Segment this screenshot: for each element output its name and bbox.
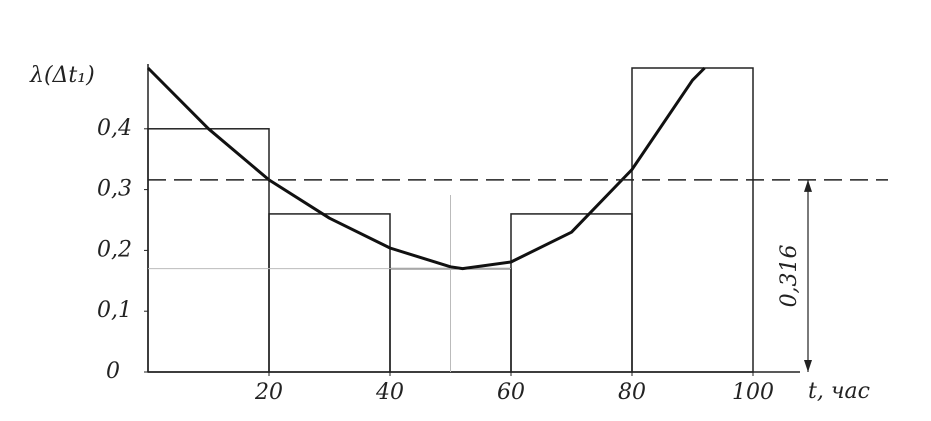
reference-label: 0,316 <box>777 244 802 307</box>
arrow-head <box>804 360 812 372</box>
y-tick-label: 0,4 <box>97 116 132 141</box>
x-tick-label: 80 <box>618 380 646 405</box>
x-tick-label: 60 <box>497 380 525 405</box>
bar <box>631 67 754 373</box>
x-tick-label: 40 <box>375 380 404 405</box>
y-tick-label: 0,1 <box>97 298 132 323</box>
y-tick-label: 0,3 <box>97 177 132 202</box>
y-tick-label: 0,2 <box>97 237 132 262</box>
y-tick-label: 0 <box>106 359 120 384</box>
y-axis-label: λ(Δt₁) <box>29 63 95 88</box>
arrow-head <box>804 179 812 192</box>
x-tick-label: 20 <box>254 380 283 405</box>
x-axis-label: t, час <box>808 379 870 404</box>
x-tick-label: 100 <box>732 380 774 405</box>
fitted-curve <box>146 66 706 271</box>
